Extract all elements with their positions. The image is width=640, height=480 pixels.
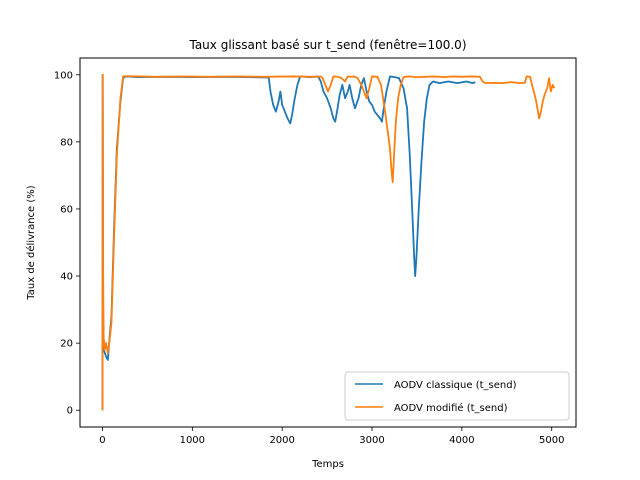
x-tick-label: 4000 [449, 435, 474, 446]
y-tick-label: 20 [60, 339, 73, 350]
chart-title: Taux glissant basé sur t_send (fenêtre=1… [188, 38, 466, 52]
y-tick-label: 80 [60, 137, 73, 148]
y-axis-label: Taux de délivrance (%) [25, 185, 37, 300]
y-tick-label: 100 [54, 70, 73, 81]
plot-frame [79, 57, 577, 428]
x-axis-label: Temps [311, 459, 344, 470]
y-tick-label: 60 [60, 204, 73, 215]
y-tick-label: 0 [67, 406, 73, 417]
legend-label-aodv-modifie: AODV modifié (t_send) [394, 402, 508, 414]
x-tick-label: 1000 [180, 435, 205, 446]
legend-label-aodv-classique: AODV classique (t_send) [394, 380, 517, 391]
x-tick-label: 0 [99, 435, 105, 446]
legend: AODV classique (t_send) AODV modifié (t_… [344, 371, 570, 421]
series-line-aodv-modifie [101, 73, 556, 411]
x-tick-label: 3000 [359, 435, 384, 446]
y-tick-label: 40 [60, 272, 73, 283]
legend-box [344, 371, 570, 421]
x-tick-label: 2000 [269, 435, 294, 446]
x-tick-label: 5000 [539, 435, 564, 446]
